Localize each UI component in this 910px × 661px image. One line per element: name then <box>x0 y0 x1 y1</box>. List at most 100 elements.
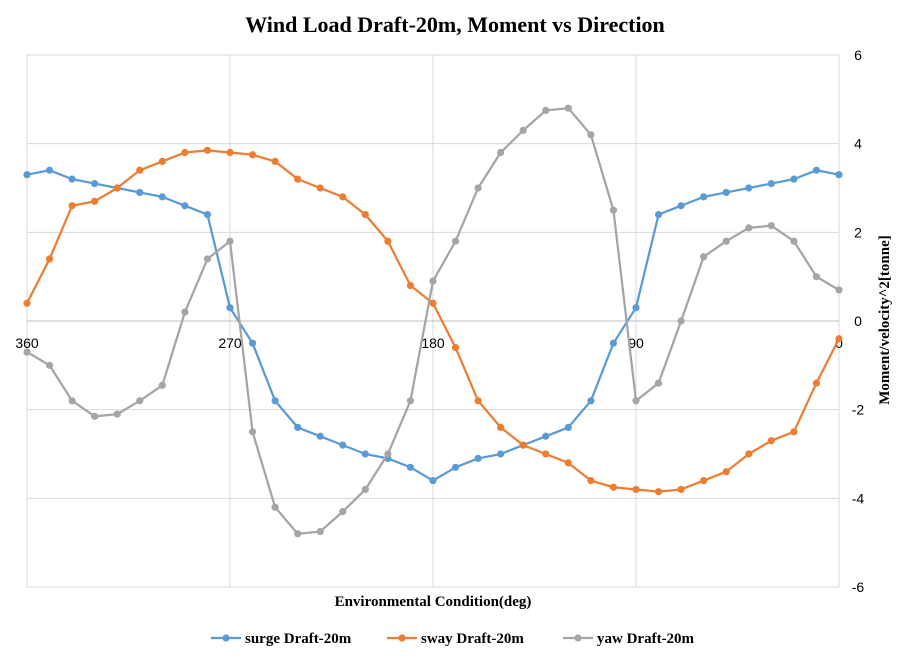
legend-item: surge Draft-20m <box>211 631 352 647</box>
data-point <box>767 222 775 230</box>
data-point <box>294 423 302 431</box>
data-point <box>677 485 685 494</box>
data-point <box>226 304 234 312</box>
data-point <box>790 428 798 436</box>
data-point <box>316 527 324 536</box>
legend-swatch-marker <box>574 634 582 642</box>
x-tick-label: 0 <box>835 335 843 351</box>
data-point <box>542 450 550 458</box>
data-point <box>722 237 730 245</box>
series-sway-draft-20m <box>23 146 843 496</box>
data-point <box>45 255 54 263</box>
data-point <box>203 146 212 154</box>
series-surge-draft-20m <box>23 166 843 485</box>
data-point <box>632 397 640 405</box>
data-point <box>835 335 843 343</box>
data-point <box>587 397 595 405</box>
data-point <box>745 224 753 232</box>
data-point <box>722 468 730 476</box>
data-point <box>654 211 663 219</box>
data-point <box>564 459 572 467</box>
data-point <box>767 437 775 445</box>
data-point <box>181 148 189 157</box>
data-point <box>181 308 189 316</box>
legend-label: yaw Draft-20m <box>597 631 695 647</box>
data-point <box>203 255 212 263</box>
data-point <box>23 299 31 307</box>
data-point <box>248 428 257 436</box>
data-point <box>406 397 415 405</box>
data-point <box>677 202 685 210</box>
y-tick-label: 6 <box>854 47 862 63</box>
data-point <box>790 237 798 245</box>
data-point <box>113 184 121 192</box>
legend-swatch-marker <box>398 634 406 642</box>
data-point <box>91 197 99 205</box>
data-point <box>812 166 821 174</box>
y-tick-label: 4 <box>854 136 862 152</box>
data-point <box>745 450 753 458</box>
data-point <box>68 202 76 210</box>
data-point <box>271 503 279 511</box>
legend: surge Draft-20m sway Draft-20m yaw Draft-2… <box>211 631 695 647</box>
data-point <box>23 171 31 179</box>
data-point <box>609 483 618 491</box>
data-point <box>451 237 460 245</box>
x-axis-ticks: 360 270 180 90 0 <box>15 335 843 351</box>
data-point <box>677 317 685 325</box>
data-point <box>812 379 821 387</box>
data-point <box>451 344 460 352</box>
series-group <box>23 104 843 538</box>
data-point <box>316 184 324 192</box>
data-point <box>632 304 640 312</box>
data-point <box>136 188 144 197</box>
data-point <box>700 477 708 485</box>
data-point <box>158 157 166 165</box>
data-point <box>564 423 572 431</box>
data-point <box>451 463 460 471</box>
data-point <box>497 423 505 431</box>
data-point <box>91 179 99 188</box>
data-point <box>136 166 144 174</box>
legend-label: sway Draft-20m <box>421 631 524 647</box>
data-point <box>745 184 753 192</box>
data-point <box>609 339 618 347</box>
data-point <box>45 361 54 369</box>
x-tick-label: 360 <box>15 335 39 351</box>
data-point <box>226 237 234 245</box>
y-tick-label: 2 <box>854 224 862 240</box>
data-point <box>136 397 144 405</box>
data-point <box>812 273 821 281</box>
data-point <box>226 148 234 157</box>
data-point <box>203 211 212 219</box>
data-point <box>339 508 347 516</box>
grid <box>26 54 840 588</box>
data-point <box>271 397 279 405</box>
data-point <box>542 432 550 440</box>
y-axis-ticks: -6 -4 -2 0 2 4 6 <box>852 47 865 595</box>
data-point <box>654 488 663 496</box>
data-point <box>700 253 708 261</box>
data-point <box>384 450 392 458</box>
data-point <box>91 412 99 420</box>
legend-swatch-marker <box>222 634 230 642</box>
x-axis-label: Environmental Condition(deg) <box>335 594 532 610</box>
data-point <box>158 193 166 201</box>
data-point <box>474 184 482 192</box>
data-point <box>474 397 482 405</box>
data-point <box>474 454 482 463</box>
x-tick-label: 90 <box>628 335 644 351</box>
data-point <box>519 126 527 134</box>
x-tick-label: 180 <box>421 335 445 351</box>
data-point <box>767 179 775 188</box>
y-tick-label: -2 <box>852 402 865 418</box>
data-point <box>384 237 392 245</box>
data-point <box>587 131 595 139</box>
data-point <box>587 477 595 485</box>
data-point <box>23 348 31 356</box>
series-yaw-draft-20m <box>23 104 843 538</box>
data-point <box>158 381 166 389</box>
data-point <box>361 450 369 458</box>
data-point <box>497 148 505 157</box>
